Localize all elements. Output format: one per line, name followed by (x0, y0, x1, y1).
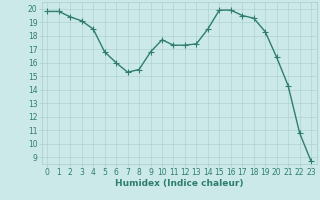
X-axis label: Humidex (Indice chaleur): Humidex (Indice chaleur) (115, 179, 244, 188)
